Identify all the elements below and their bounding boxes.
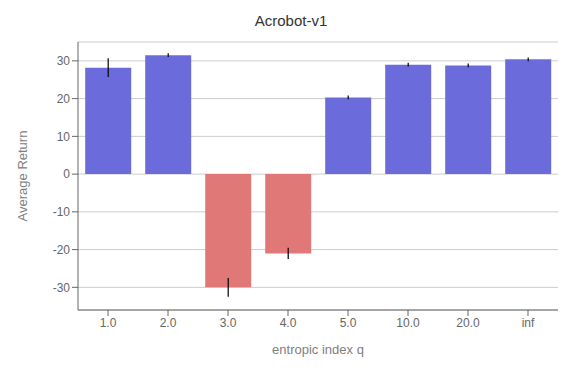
svg-text:-20: -20 <box>53 243 71 257</box>
svg-text:0: 0 <box>63 167 70 181</box>
svg-text:-10: -10 <box>53 205 71 219</box>
svg-text:inf: inf <box>522 316 535 330</box>
svg-text:5.0: 5.0 <box>340 316 357 330</box>
svg-text:2.0: 2.0 <box>160 316 177 330</box>
svg-text:30: 30 <box>57 54 71 68</box>
svg-text:1.0: 1.0 <box>100 316 117 330</box>
svg-text:Average Return: Average Return <box>15 131 30 222</box>
svg-text:10: 10 <box>57 130 71 144</box>
html-text:Acrobot-v1: Acrobot-v1 <box>254 12 328 29</box>
svg-text:4.0: 4.0 <box>280 316 297 330</box>
svg-text:20: 20 <box>57 92 71 106</box>
svg-text:-30: -30 <box>53 281 71 295</box>
svg-text:entropic index q: entropic index q <box>272 342 364 357</box>
svg-text:3.0: 3.0 <box>220 316 237 330</box>
svg-text:20.0: 20.0 <box>456 316 480 330</box>
svg-text:10.0: 10.0 <box>396 316 420 330</box>
